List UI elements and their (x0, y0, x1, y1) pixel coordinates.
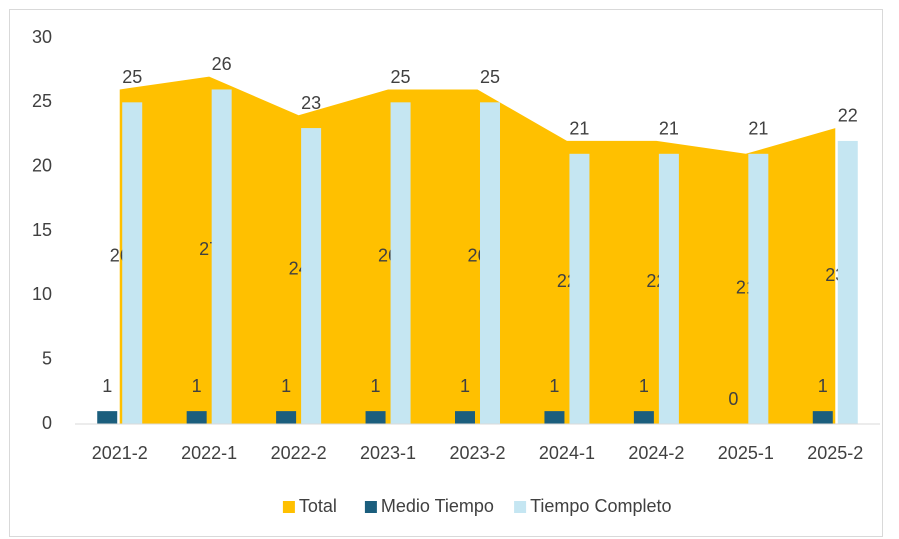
bar (569, 153, 590, 425)
legend-swatch (364, 501, 377, 513)
bar (186, 411, 207, 424)
legend-swatch (282, 501, 295, 513)
y-tick-label: 30 (32, 27, 52, 47)
bar (301, 128, 322, 425)
data-label: 1 (818, 376, 828, 396)
y-tick-label: 0 (42, 413, 52, 433)
data-label: 1 (192, 376, 202, 396)
data-label: 23 (301, 93, 321, 113)
data-label: 0 (728, 389, 738, 409)
bar (97, 411, 118, 424)
bar (122, 102, 143, 424)
data-label: 1 (281, 376, 291, 396)
x-tick-label: 2025-2 (807, 443, 863, 463)
data-label: 1 (549, 376, 559, 396)
legend-label: Tiempo Completo (530, 496, 671, 516)
data-label: 25 (480, 67, 500, 87)
data-label: 1 (460, 376, 470, 396)
bar (211, 89, 232, 424)
bar (276, 411, 297, 424)
x-tick-label: 2025-1 (718, 443, 774, 463)
data-label: 25 (122, 67, 142, 87)
data-label: 1 (639, 376, 649, 396)
bar (633, 411, 654, 424)
bar (812, 411, 833, 424)
bar (480, 102, 500, 424)
bar (658, 153, 679, 425)
bar (748, 153, 769, 425)
bar (837, 140, 858, 424)
data-label: 1 (371, 376, 381, 396)
x-tick-label: 2024-1 (539, 443, 595, 463)
x-tick-label: 2022-2 (271, 443, 327, 463)
bar (455, 411, 475, 424)
data-label: 1 (102, 376, 112, 396)
data-label: 21 (748, 119, 768, 139)
data-label: 25 (391, 67, 411, 87)
data-label: 22 (838, 106, 858, 126)
legend-label: Medio Tiempo (381, 496, 494, 516)
legend-label: Total (299, 496, 337, 516)
bar (365, 411, 386, 424)
y-tick-label: 15 (32, 220, 52, 240)
x-tick-label: 2022-1 (181, 443, 237, 463)
y-tick-label: 10 (32, 284, 52, 304)
x-tick-label: 2021-2 (92, 443, 148, 463)
bar (544, 411, 565, 424)
legend-swatch (514, 501, 527, 513)
y-tick-label: 25 (32, 91, 52, 111)
y-tick-label: 20 (32, 155, 52, 175)
bar (390, 102, 411, 424)
data-label: 21 (569, 119, 589, 139)
y-tick-label: 5 (42, 348, 52, 368)
area (119, 76, 836, 424)
data-label: 21 (659, 119, 679, 139)
x-tick-label: 2023-2 (449, 443, 505, 463)
x-tick-label: 2024-2 (628, 443, 684, 463)
x-tick-label: 2023-1 (360, 443, 416, 463)
data-label: 26 (212, 54, 232, 74)
